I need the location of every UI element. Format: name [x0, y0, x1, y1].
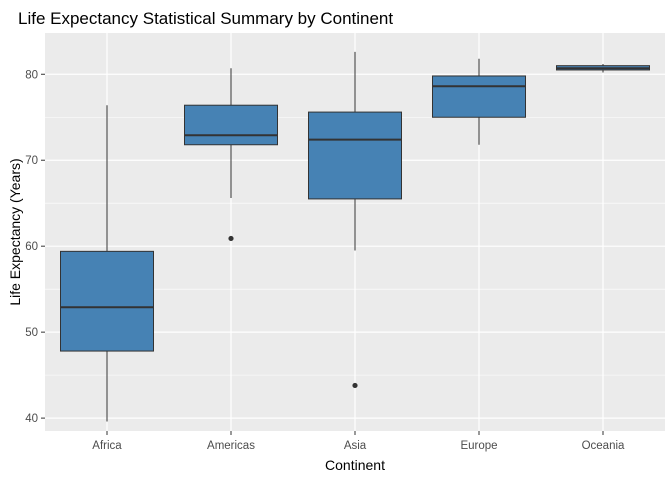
y-tick-label: 50 [25, 327, 38, 339]
outlier-point [352, 382, 358, 389]
y-tick-label: 40 [25, 413, 38, 425]
chart-title: Life Expectancy Statistical Summary by C… [18, 9, 393, 28]
box-americas [184, 68, 278, 242]
box-iqr [60, 250, 154, 352]
outlier-point [228, 235, 234, 242]
box-iqr [308, 111, 402, 200]
axes: 40 50 60 70 80 Africa Americas Asia Europe Oceani… [25, 69, 625, 452]
x-tick-label: Africa [92, 440, 122, 452]
x-tick-label: Europe [460, 440, 497, 452]
y-tick-label: 70 [25, 155, 38, 167]
x-tick-label: Americas [207, 440, 255, 452]
box-iqr [432, 75, 526, 118]
box-europe [432, 58, 526, 145]
x-axis-title: Continent [325, 457, 385, 473]
boxplot-marks [60, 51, 650, 422]
box-iqr [184, 104, 278, 146]
y-tick-label: 60 [25, 241, 38, 253]
y-axis-title: Life Expectancy (Years) [7, 158, 23, 305]
x-tick-label: Oceania [582, 440, 625, 452]
box-oceania [556, 63, 650, 73]
x-tick-label: Asia [344, 440, 367, 452]
y-tick-label: 80 [25, 69, 38, 81]
box-africa [60, 105, 154, 422]
box-asia [308, 51, 402, 389]
